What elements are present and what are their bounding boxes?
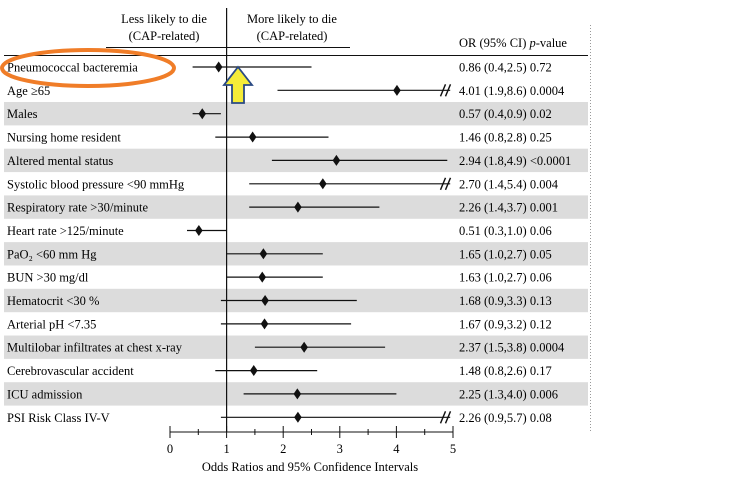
- row-label: Age ≥65: [7, 84, 50, 98]
- header-right-line-1: More likely to die: [247, 12, 337, 26]
- row-estimate-text: 1.68 (0.9,3.3) 0.13: [459, 294, 552, 308]
- forest-rows: Pneumococcal bacteremia 0.86 (0.4,2.5) 0.…: [7, 61, 571, 425]
- point-estimate-diamond: [319, 178, 327, 190]
- row-label: PSI Risk Class IV-V: [7, 411, 110, 425]
- header-left-line-1: Less likely to die: [121, 12, 207, 26]
- row-label: BUN >30 mg/dl: [7, 271, 89, 285]
- highlight-arrow: [222, 65, 254, 104]
- row-label: Respiratory rate >30/minute: [7, 201, 148, 215]
- forest-row: PSI Risk Class IV-V 2.26 (0.9,5.7) 0.08: [7, 411, 552, 425]
- forest-row: Cerebrovascular accident 1.48 (0.8,2.6) 0…: [7, 364, 552, 378]
- row-estimate-text: 2.25 (1.3,4.0) 0.006: [459, 387, 558, 401]
- row-label: Nursing home resident: [7, 131, 121, 145]
- row-label: Multilobar infiltrates at chest x-ray: [7, 341, 183, 355]
- row-estimate-text: 1.63 (1.0,2.7) 0.06: [459, 271, 552, 285]
- x-tick-label: 1: [223, 442, 229, 456]
- forest-row: ICU admission 2.25 (1.3,4.0) 0.006: [7, 387, 558, 401]
- point-estimate-diamond: [248, 131, 257, 143]
- forest-row: Systolic blood pressure <90 mmHg 2.70 (1.…: [7, 177, 559, 191]
- row-label: Systolic blood pressure <90 mmHg: [7, 177, 185, 191]
- forest-row: Males 0.57 (0.4,0.9) 0.02: [7, 107, 552, 121]
- axis-break-mark: [444, 84, 452, 97]
- row-label: Arterial pH <7.35: [7, 317, 96, 331]
- row-estimate-text: 2.37 (1.5,3.8) 0.0004: [459, 341, 565, 355]
- axis-break-mark: [444, 177, 452, 191]
- guide-lines-layer: [4, 8, 591, 432]
- highlight-ellipse: [0, 48, 176, 88]
- forest-row: Respiratory rate >30/minute 2.26 (1.4,3.7…: [7, 201, 558, 215]
- row-estimate-text: 1.46 (0.8,2.8) 0.25: [459, 131, 552, 145]
- x-axis-label: Odds Ratios and 95% Confidence Intervals: [202, 460, 418, 474]
- row-estimate-text: 1.67 (0.9,3.2) 0.12: [459, 317, 552, 331]
- column-header-suffix: -value: [536, 36, 568, 50]
- x-tick-label: 0: [167, 442, 173, 456]
- header-left: Less likely to die (CAP-related): [121, 12, 207, 43]
- row-label: Altered mental status: [7, 154, 113, 168]
- point-estimate-diamond: [260, 318, 269, 330]
- forest-row: BUN >30 mg/dl 1.63 (1.0,2.7) 0.06: [7, 271, 552, 285]
- x-tick-label: 3: [337, 442, 343, 456]
- point-estimate-diamond: [293, 388, 302, 400]
- point-estimate-diamond: [259, 248, 268, 260]
- forest-row: Age ≥65 4.01 (1.9,8.6) 0.0004: [7, 84, 565, 98]
- row-label: PaO₂ <60 mm Hg: [7, 247, 97, 261]
- row-label: Heart rate >125/minute: [7, 224, 124, 238]
- point-estimate-diamond: [258, 271, 267, 283]
- point-estimate-diamond: [294, 411, 302, 423]
- forest-row: Pneumococcal bacteremia 0.86 (0.4,2.5) 0.…: [7, 61, 552, 75]
- forest-row: Hematocrit <30 % 1.68 (0.9,3.3) 0.13: [7, 294, 552, 308]
- point-estimate-diamond: [332, 154, 341, 166]
- point-estimate-diamond: [300, 341, 308, 353]
- row-label: Pneumococcal bacteremia: [7, 61, 138, 75]
- point-estimate-diamond: [261, 295, 269, 306]
- row-label: Cerebrovascular accident: [7, 364, 134, 378]
- row-estimate-text: 2.26 (1.4,3.7) 0.001: [459, 201, 558, 215]
- point-estimate-diamond: [393, 84, 401, 96]
- forest-row: Heart rate >125/minute 0.51 (0.3,1.0) 0.0…: [7, 224, 552, 238]
- forest-row: Arterial pH <7.35 1.67 (0.9,3.2) 0.12: [7, 317, 552, 331]
- column-header-p: p: [528, 36, 535, 50]
- header-right: More likely to die (CAP-related): [247, 12, 337, 43]
- x-tick-label: 5: [450, 442, 456, 456]
- row-estimate-text: 4.01 (1.9,8.6) 0.0004: [459, 84, 565, 98]
- x-tick-label: 2: [280, 442, 286, 456]
- row-estimate-text: 1.48 (0.8,2.6) 0.17: [459, 364, 552, 378]
- point-estimate-diamond: [214, 61, 223, 73]
- x-axis: 0 1 2 3 4 5: [167, 426, 456, 456]
- axis-break-mark: [444, 411, 452, 424]
- forest-row: Nursing home resident 1.46 (0.8,2.8) 0.25: [7, 131, 552, 145]
- row-estimate-text: 2.70 (1.4,5.4) 0.004: [459, 177, 559, 191]
- row-label: Hematocrit <30 %: [7, 294, 99, 308]
- row-estimate-text: 2.94 (1.8,4.9) <0.0001: [459, 154, 571, 168]
- row-estimate-text: 0.57 (0.4,0.9) 0.02: [459, 107, 552, 121]
- header-right-line-2: (CAP-related): [257, 29, 328, 43]
- axis-break-mark: [439, 177, 447, 191]
- forest-row: PaO₂ <60 mm Hg 1.65 (1.0,2.7) 0.05: [7, 247, 552, 261]
- forest-row: Altered mental status 2.94 (1.8,4.9) <0.0…: [7, 154, 571, 168]
- axis-break-mark: [439, 411, 447, 424]
- point-estimate-diamond: [195, 224, 203, 236]
- forest-row: Multilobar infiltrates at chest x-ray 2.3…: [7, 341, 565, 355]
- row-label: Males: [7, 107, 38, 121]
- column-header: OR (95% CI) p-value: [459, 36, 567, 50]
- x-tick-label: 4: [393, 442, 400, 456]
- row-estimate-text: 0.51 (0.3,1.0) 0.06: [459, 224, 552, 238]
- point-estimate-diamond: [294, 201, 302, 213]
- header-left-line-2: (CAP-related): [129, 29, 200, 43]
- row-estimate-text: 2.26 (0.9,5.7) 0.08: [459, 411, 552, 425]
- row-label: ICU admission: [7, 387, 83, 401]
- column-header-prefix: OR (95% CI): [459, 36, 529, 50]
- axis-break-mark: [439, 84, 447, 97]
- row-shade: [4, 102, 588, 126]
- row-estimate-text: 1.65 (1.0,2.7) 0.05: [459, 247, 552, 261]
- point-estimate-diamond: [198, 108, 207, 120]
- row-estimate-text: 0.86 (0.4,2.5) 0.72: [459, 61, 552, 75]
- point-estimate-diamond: [249, 365, 258, 377]
